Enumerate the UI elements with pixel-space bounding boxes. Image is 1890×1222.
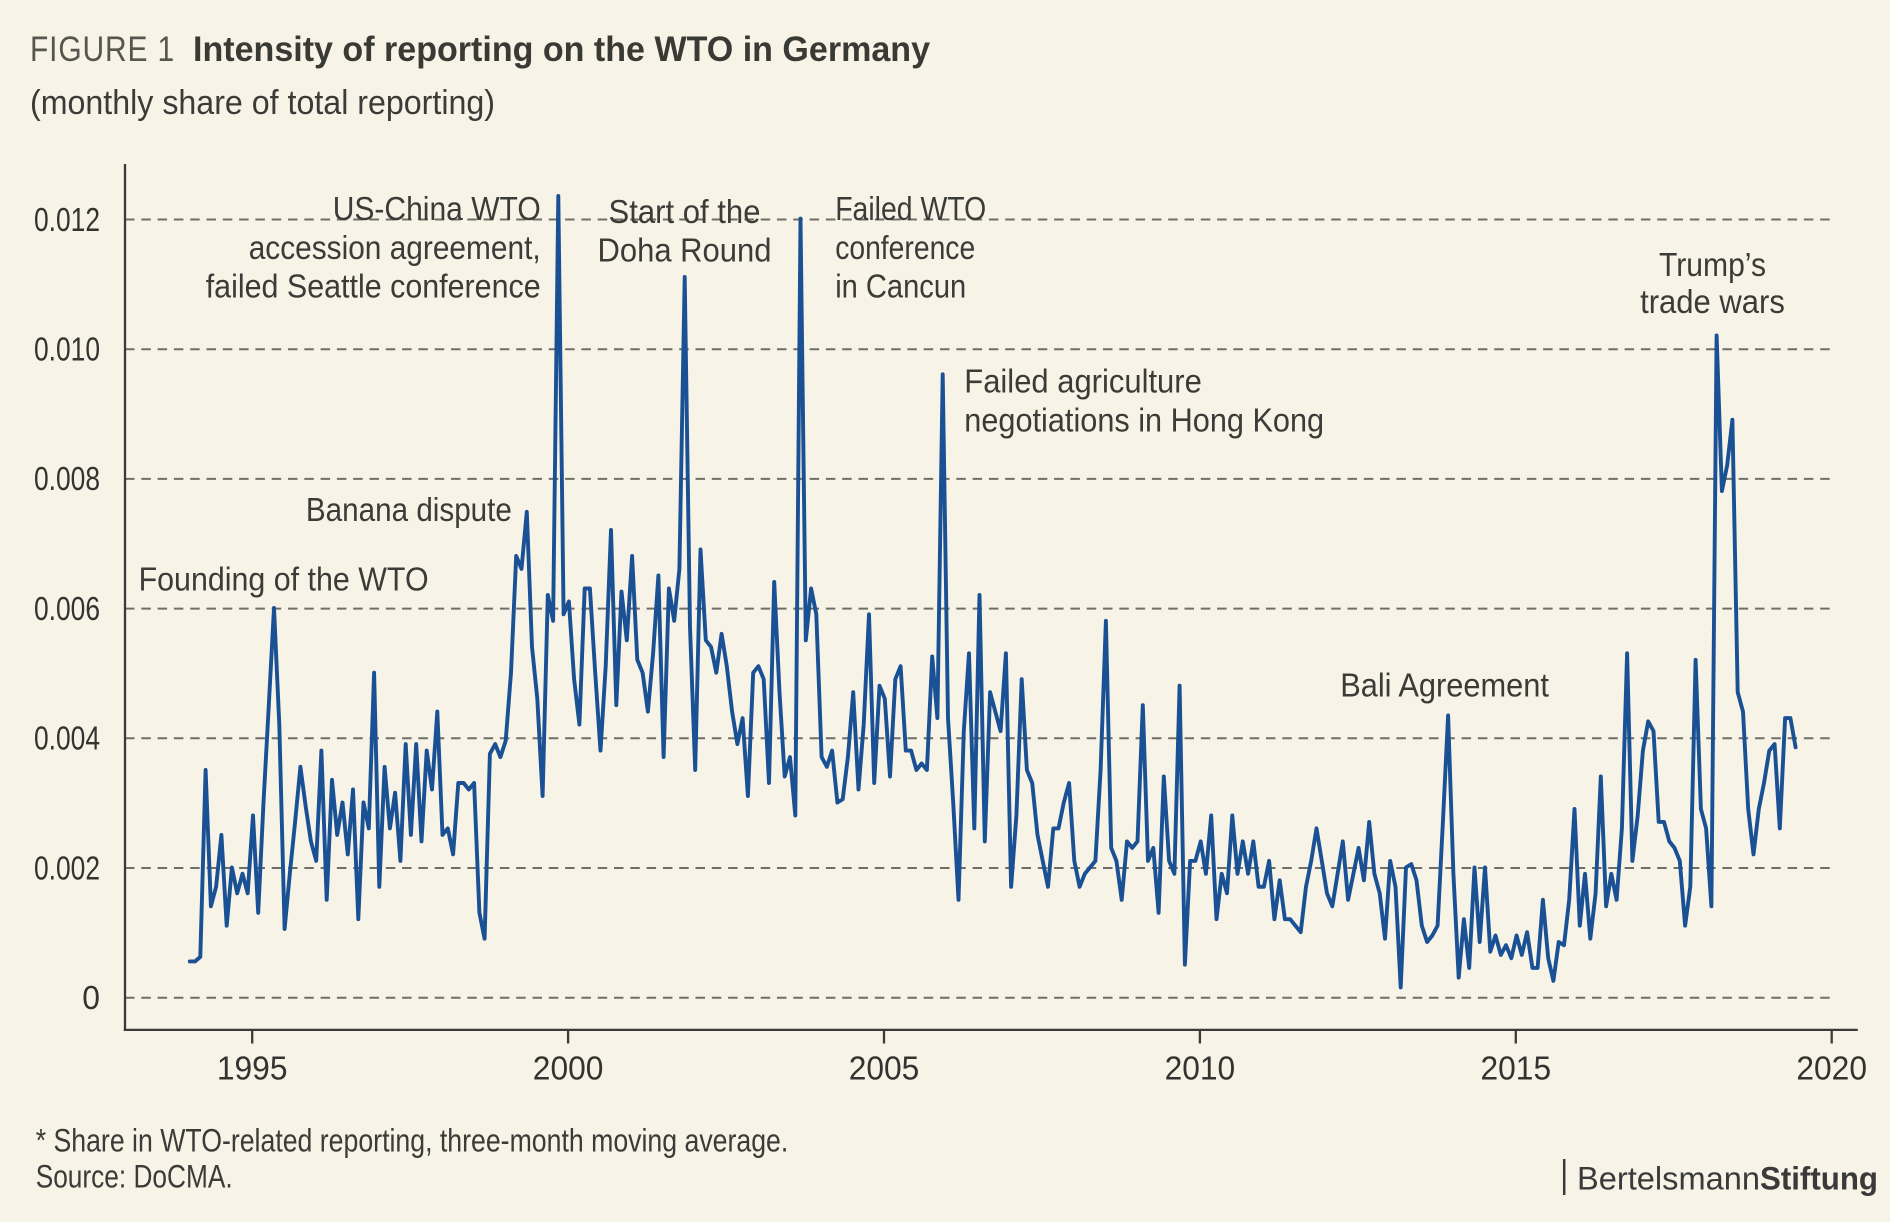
svg-text:negotiations in Hong Kong: negotiations in Hong Kong (964, 401, 1324, 438)
svg-text:0.004: 0.004 (34, 720, 100, 757)
svg-text:Source: DoCMA.: Source: DoCMA. (36, 1159, 233, 1195)
svg-text:Stiftung: Stiftung (1760, 1161, 1878, 1197)
svg-text:1995: 1995 (217, 1050, 288, 1087)
svg-text:(monthly share of total report: (monthly share of total reporting) (30, 84, 495, 122)
svg-text:0: 0 (82, 979, 100, 1016)
svg-text:in Cancun: in Cancun (835, 268, 966, 305)
svg-text:Intensity of reporting on the: Intensity of reporting on the WTO in Ger… (193, 30, 931, 69)
svg-text:0.002: 0.002 (34, 849, 100, 886)
svg-text:2000: 2000 (533, 1050, 604, 1087)
svg-text:FIGURE 1: FIGURE 1 (30, 30, 175, 69)
svg-text:0.006: 0.006 (34, 590, 100, 627)
svg-text:trade wars: trade wars (1640, 283, 1785, 320)
svg-text:0.012: 0.012 (34, 201, 100, 238)
svg-text:2015: 2015 (1481, 1050, 1552, 1087)
svg-text:Start of the: Start of the (609, 193, 761, 230)
svg-text:Founding of the WTO: Founding of the WTO (139, 561, 429, 598)
svg-text:Doha Round: Doha Round (598, 232, 772, 269)
svg-text:* Share in WTO-related reporti: * Share in WTO-related reporting, three-… (36, 1123, 789, 1159)
svg-text:Banana dispute: Banana dispute (306, 491, 512, 528)
svg-text:accession agreement,: accession agreement, (249, 229, 541, 266)
svg-text:2010: 2010 (1165, 1050, 1236, 1087)
svg-text:2005: 2005 (849, 1050, 920, 1087)
svg-text:Bali Agreement: Bali Agreement (1340, 666, 1549, 703)
svg-text:conference: conference (835, 229, 975, 266)
svg-text:Failed agriculture: Failed agriculture (964, 363, 1202, 400)
svg-text:failed Seattle conference: failed Seattle conference (206, 268, 541, 305)
svg-text:US-China WTO: US-China WTO (333, 190, 541, 227)
svg-text:Trump’s: Trump’s (1659, 246, 1766, 283)
svg-text:2020: 2020 (1796, 1050, 1867, 1087)
svg-text:Bertelsmann: Bertelsmann (1577, 1161, 1760, 1197)
svg-text:Failed WTO: Failed WTO (835, 190, 986, 227)
svg-text:0.010: 0.010 (34, 331, 100, 368)
svg-text:0.008: 0.008 (34, 460, 100, 497)
